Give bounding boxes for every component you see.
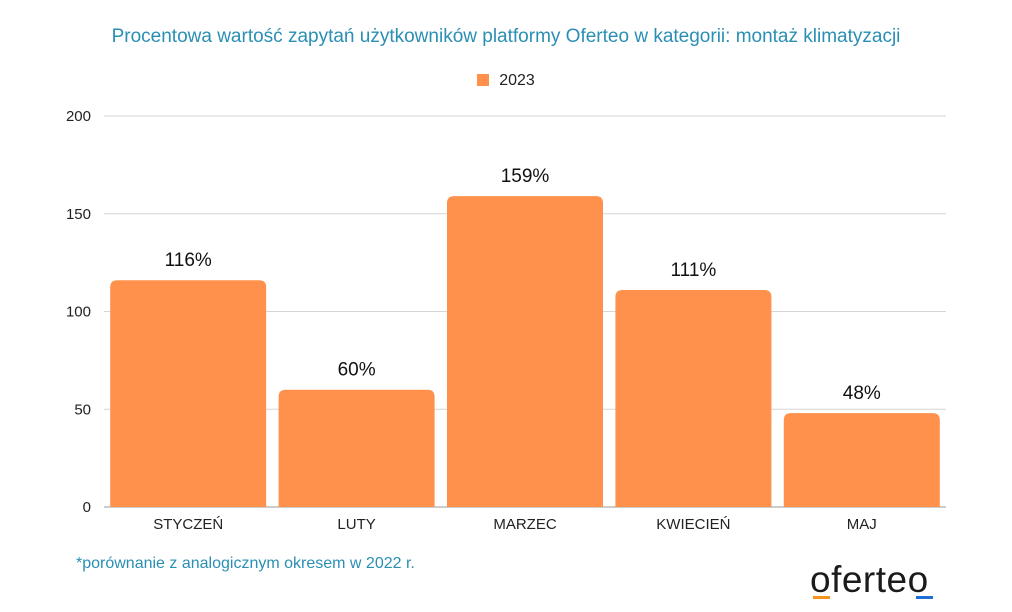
oferteo-logo: oferteo <box>810 560 940 604</box>
logo-orange-accent <box>813 596 830 599</box>
data-label: 48% <box>843 383 881 404</box>
legend: 2023 <box>0 72 1012 90</box>
bar-styczeń <box>110 280 267 507</box>
y-tick-label: 0 <box>83 499 91 516</box>
x-tick-label: STYCZEŃ <box>153 516 223 533</box>
y-tick-label: 50 <box>74 401 91 418</box>
x-tick-label: KWIECIEŃ <box>656 516 730 533</box>
data-label: 60% <box>338 360 376 381</box>
bar-marzec <box>447 196 603 507</box>
logo-blue-accent <box>916 596 933 599</box>
data-label: 116% <box>165 250 212 271</box>
x-tick-label: MAJ <box>847 516 877 533</box>
data-label: 111% <box>671 260 717 281</box>
footnote: *porównanie z analogicznym okresem w 202… <box>76 555 415 572</box>
x-tick-label: MARZEC <box>493 516 557 533</box>
y-tick-label: 200 <box>66 108 91 125</box>
bar-luty <box>278 389 435 507</box>
legend-label: 2023 <box>499 72 535 89</box>
bar-maj <box>783 413 940 507</box>
legend-swatch <box>477 74 490 86</box>
bar-kwiecień <box>615 289 772 507</box>
chart-title: Procentowa wartość zapytań użytkowników … <box>111 26 901 47</box>
data-label: 159% <box>501 166 550 187</box>
logo-wordmark: oferteo <box>810 559 929 600</box>
y-tick-label: 150 <box>66 206 91 223</box>
y-tick-label: 100 <box>66 304 91 321</box>
x-tick-label: LUTY <box>337 516 375 533</box>
